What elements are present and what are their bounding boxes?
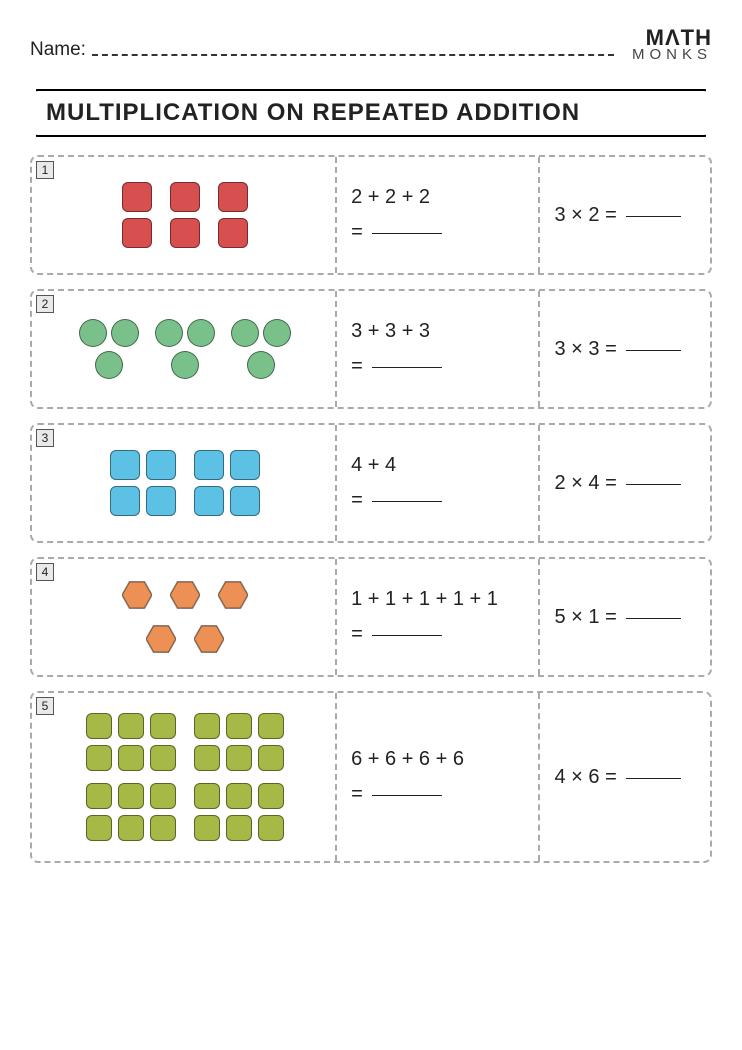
multiplication-cell: 3 × 2 = [540,157,710,273]
problem-row: 4 1 + 1 + 1 + 1 + 1 = 5 × 1 = [30,557,712,677]
multiplication-expression: 2 × 4 = [554,472,681,495]
problem-number-badge: 4 [36,563,54,581]
multiplication-expression: 3 × 2 = [554,204,681,227]
picture-cell [32,291,337,407]
addition-expression: 2 + 2 + 2 [351,186,430,209]
addition-expression: 4 + 4 [351,454,396,477]
addition-answer-blank[interactable] [372,635,442,636]
problem-row: 2 3 + 3 + 3 = 3 × 3 = [30,289,712,409]
shape-group [153,317,217,381]
name-row: Name: [30,39,632,61]
multiplication-answer-blank[interactable] [626,618,681,619]
addition-cell: 2 + 2 + 2 = [337,157,540,273]
multiplication-answer-blank[interactable] [626,350,681,351]
problem-number-badge: 2 [36,295,54,313]
problem-number-badge: 1 [36,161,54,179]
problem-number-badge: 5 [36,697,54,715]
worksheet-header: Name: MΛTH MONKS [30,28,712,61]
name-input-line[interactable] [92,54,614,56]
addition-equals: = [351,221,442,244]
shape-group [83,780,179,844]
multiplication-expression: 3 × 3 = [554,338,681,361]
multiplication-cell: 4 × 6 = [540,693,710,861]
shape-group [215,179,251,251]
problem-list: 12 + 2 + 2= 3 × 2 = 23 + 3 + 3= 3 × 3 = … [30,155,712,863]
addition-cell: 6 + 6 + 6 + 6 = [337,693,540,861]
shape-group [167,179,203,251]
shape-group [119,578,155,612]
shape-group [83,710,179,774]
problem-row: 3 4 + 4 = 2 × 4 = [30,423,712,543]
addition-equals: = [351,355,442,378]
addition-equals: = [351,623,442,646]
shape-group [77,317,141,381]
multiplication-expression: 4 × 6 = [554,766,681,789]
problem-number-badge: 3 [36,429,54,447]
addition-cell: 1 + 1 + 1 + 1 + 1 = [337,559,540,675]
picture-cell [32,425,337,541]
shape-group [229,317,293,381]
addition-equals: = [351,783,442,806]
multiplication-answer-blank[interactable] [626,778,681,779]
addition-expression: 1 + 1 + 1 + 1 + 1 [351,588,498,611]
shape-group [191,780,287,844]
shape-group [143,622,179,656]
shape-group [191,447,263,519]
multiplication-cell: 2 × 4 = [540,425,710,541]
multiplication-cell: 5 × 1 = [540,559,710,675]
multiplication-answer-blank[interactable] [626,216,681,217]
multiplication-expression: 5 × 1 = [554,606,681,629]
addition-expression: 3 + 3 + 3 [351,320,430,343]
name-label: Name: [30,39,86,61]
shape-group [167,578,203,612]
logo-bottom: MONKS [632,48,712,62]
logo-top: MΛTH [632,28,712,48]
multiplication-cell: 3 × 3 = [540,291,710,407]
logo: MΛTH MONKS [632,28,712,61]
title-text: MULTIPLICATION ON REPEATED ADDITION [46,99,580,126]
addition-expression: 6 + 6 + 6 + 6 [351,748,464,771]
addition-answer-blank[interactable] [372,367,442,368]
addition-answer-blank[interactable] [372,501,442,502]
shape-group [191,710,287,774]
addition-equals: = [351,489,442,512]
problem-row: 5 6 + 6 + 6 + 6 = 4 × 6 = [30,691,712,863]
problem-row: 1 2 + 2 + 2 = 3 × 2 = [30,155,712,275]
picture-cell [32,693,337,861]
addition-answer-blank[interactable] [372,233,442,234]
picture-cell [32,157,337,273]
addition-answer-blank[interactable] [372,795,442,796]
shape-group [191,622,227,656]
multiplication-answer-blank[interactable] [626,484,681,485]
addition-cell: 4 + 4 = [337,425,540,541]
addition-cell: 3 + 3 + 3 = [337,291,540,407]
shape-group [107,447,179,519]
worksheet-title: MULTIPLICATION ON REPEATED ADDITION [30,89,712,137]
picture-cell [32,559,337,675]
shape-group [215,578,251,612]
shape-group [119,179,155,251]
